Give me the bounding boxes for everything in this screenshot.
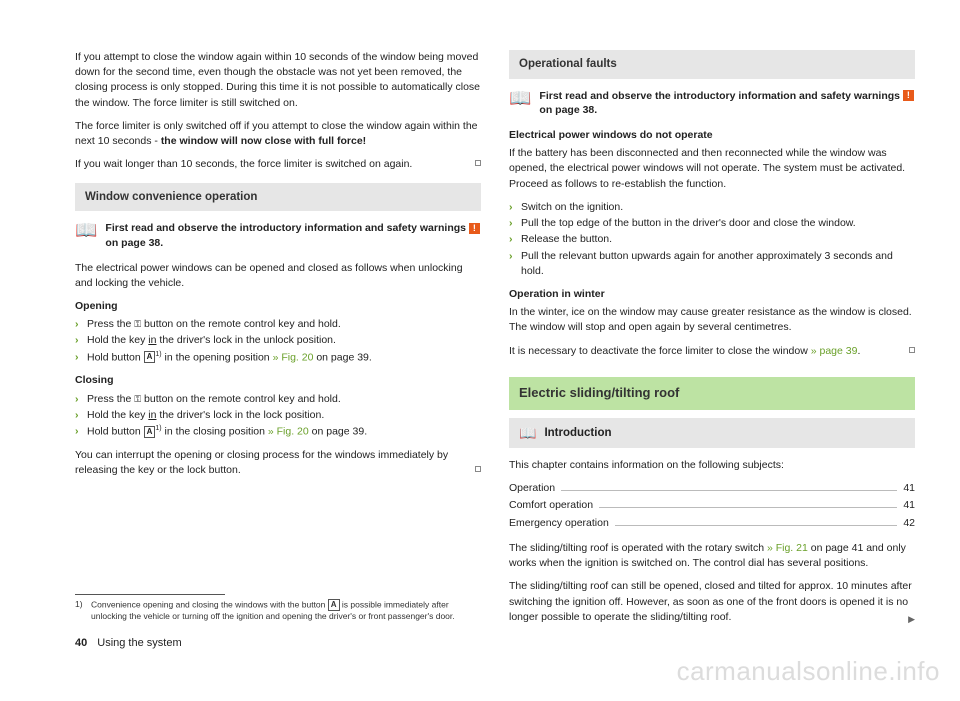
chevron-icon: › [509, 200, 517, 215]
page-number: 40 [75, 637, 87, 649]
paragraph: If the battery has been disconnected and… [509, 146, 915, 192]
list-item: Hold button A1) in the closing position … [87, 424, 367, 440]
paragraph: The sliding/tilting roof can still be op… [509, 579, 915, 625]
list-item: Release the button. [521, 232, 612, 247]
toc: Operation 41 Comfort operation 41 Emerge… [509, 481, 915, 531]
read-first-note: 📖 First read and observe the introductor… [75, 221, 481, 250]
book-icon: 📖 [509, 89, 531, 107]
page-footer: 40 Using the system [75, 636, 481, 652]
toc-row: Comfort operation 41 [509, 498, 915, 513]
footer-section: Using the system [97, 637, 181, 649]
sub-heading: Electrical power windows do not operate [509, 128, 915, 143]
list-item: Press the ⚿ button on the remote control… [87, 317, 341, 332]
paragraph: The force limiter is only switched off i… [75, 119, 481, 149]
watermark: carmanualsonline.info [677, 656, 940, 687]
chevron-icon: › [509, 232, 517, 247]
footnote: 1) Convenience opening and closing the w… [75, 599, 481, 622]
chevron-icon: › [75, 408, 83, 423]
continue-icon: ▶ [908, 613, 915, 626]
list-item: Pull the relevant button upwards again f… [521, 249, 915, 279]
read-first-note: 📖 First read and observe the introductor… [509, 89, 915, 118]
chevron-icon: › [509, 216, 517, 231]
paragraph: In the winter, ice on the window may cau… [509, 305, 915, 335]
list-item: Pull the top edge of the button in the d… [521, 216, 856, 231]
paragraph: It is necessary to deactivate the force … [509, 344, 915, 359]
chevron-icon: › [75, 392, 83, 407]
section-end-icon [909, 347, 915, 353]
chevron-icon: › [75, 333, 83, 348]
paragraph: If you wait longer than 10 seconds, the … [75, 157, 481, 172]
left-column: If you attempt to close the window again… [75, 50, 481, 652]
list-item: Hold the key in the driver's lock in the… [87, 333, 336, 348]
paragraph: The electrical power windows can be open… [75, 261, 481, 291]
toc-row: Operation 41 [509, 481, 915, 496]
section-end-icon [475, 466, 481, 472]
closing-heading: Closing [75, 373, 481, 388]
chevron-icon: › [75, 424, 83, 440]
section-end-icon [475, 160, 481, 166]
section-heading-electric-roof: Electric sliding/tilting roof [509, 377, 915, 410]
opening-heading: Opening [75, 299, 481, 314]
introduction-band: 📖 Introduction [509, 418, 915, 448]
toc-row: Emergency operation 42 [509, 516, 915, 531]
paragraph: If you attempt to close the window again… [75, 50, 481, 111]
list-item: Hold the key in the driver's lock in the… [87, 408, 324, 423]
book-icon: 📖 [519, 423, 536, 443]
sub-heading: Operation in winter [509, 287, 915, 302]
warning-icon: ! [903, 90, 914, 101]
opening-list: › Press the ⚿ button on the remote contro… [75, 317, 481, 365]
book-icon: 📖 [75, 221, 97, 239]
list-item: Hold button A1) in the opening position … [87, 350, 372, 366]
footnote-rule [75, 594, 225, 595]
chevron-icon: › [75, 350, 83, 366]
right-column: Operational faults 📖 First read and obse… [509, 50, 915, 652]
paragraph: The sliding/tilting roof is operated wit… [509, 541, 915, 571]
closing-list: › Press the ⚿ button on the remote contro… [75, 392, 481, 440]
paragraph: This chapter contains information on the… [509, 458, 915, 473]
paragraph: You can interrupt the opening or closing… [75, 448, 481, 478]
list-item: Switch on the ignition. [521, 200, 623, 215]
chevron-icon: › [75, 317, 83, 332]
chevron-icon: › [509, 249, 517, 279]
section-heading-window-convenience: Window convenience operation [75, 183, 481, 212]
section-heading-operational-faults: Operational faults [509, 50, 915, 79]
list-item: Press the ⚿ button on the remote control… [87, 392, 341, 407]
warning-icon: ! [469, 223, 480, 234]
procedure-list: › Switch on the ignition. › Pull the top e… [509, 200, 915, 279]
